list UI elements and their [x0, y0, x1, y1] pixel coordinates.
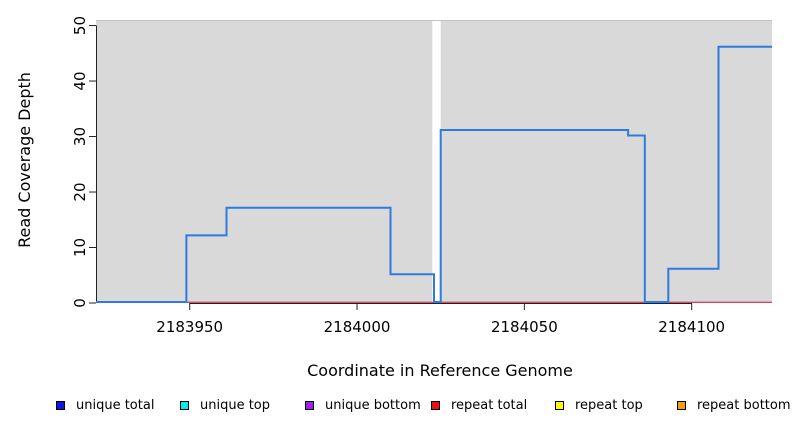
legend-label: unique bottom	[325, 397, 421, 413]
x-tick-label: 2184000	[324, 318, 391, 336]
unique-top-swatch-icon	[180, 400, 189, 410]
x-tick-label: 2183950	[156, 318, 223, 336]
y-tick-label: 40	[71, 71, 89, 90]
legend-label: unique top	[200, 397, 271, 413]
x-tick-label: 2184100	[658, 318, 725, 336]
y-axis-label: Read Coverage Depth	[15, 72, 34, 248]
legend-item-unique-total: unique total	[56, 396, 154, 414]
repeat-total-swatch-icon	[431, 400, 440, 410]
repeat-top-swatch-icon	[555, 400, 564, 410]
coverage-gap-region	[432, 20, 441, 303]
y-tick-label: 20	[71, 182, 89, 201]
legend-item-unique-bottom: unique bottom	[305, 396, 421, 414]
unique-bottom-swatch-icon	[305, 400, 314, 410]
repeat-bottom-swatch-icon	[677, 400, 686, 410]
y-tick-label: 10	[71, 238, 89, 257]
y-tick-label: 50	[71, 16, 89, 35]
x-axis: 2183950 2184000 2184050 2184100	[156, 303, 725, 336]
legend-item-repeat-bottom: repeat bottom	[677, 396, 791, 414]
chart-legend: unique total unique top unique bottom re…	[0, 396, 792, 416]
unique-total-swatch-icon	[56, 400, 65, 410]
legend-item-repeat-total: repeat total	[431, 396, 527, 414]
y-tick-label: 30	[71, 127, 89, 146]
legend-item-unique-top: unique top	[180, 396, 270, 414]
unique-total-line	[96, 45, 772, 303]
legend-label: unique total	[76, 397, 155, 413]
legend-label: repeat total	[451, 397, 528, 413]
legend-item-repeat-top: repeat top	[555, 396, 643, 414]
coverage-chart: 0 10 20 30 40 50 2183950 2184000 2184050 2184100…	[15, 16, 772, 380]
y-axis: 0 10 20 30 40 50	[71, 16, 97, 308]
x-tick-label: 2184050	[491, 318, 558, 336]
legend-label: repeat bottom	[697, 397, 791, 413]
y-tick-label: 0	[71, 298, 89, 308]
x-axis-label: Coordinate in Reference Genome	[307, 361, 573, 380]
legend-label: repeat top	[575, 397, 643, 413]
